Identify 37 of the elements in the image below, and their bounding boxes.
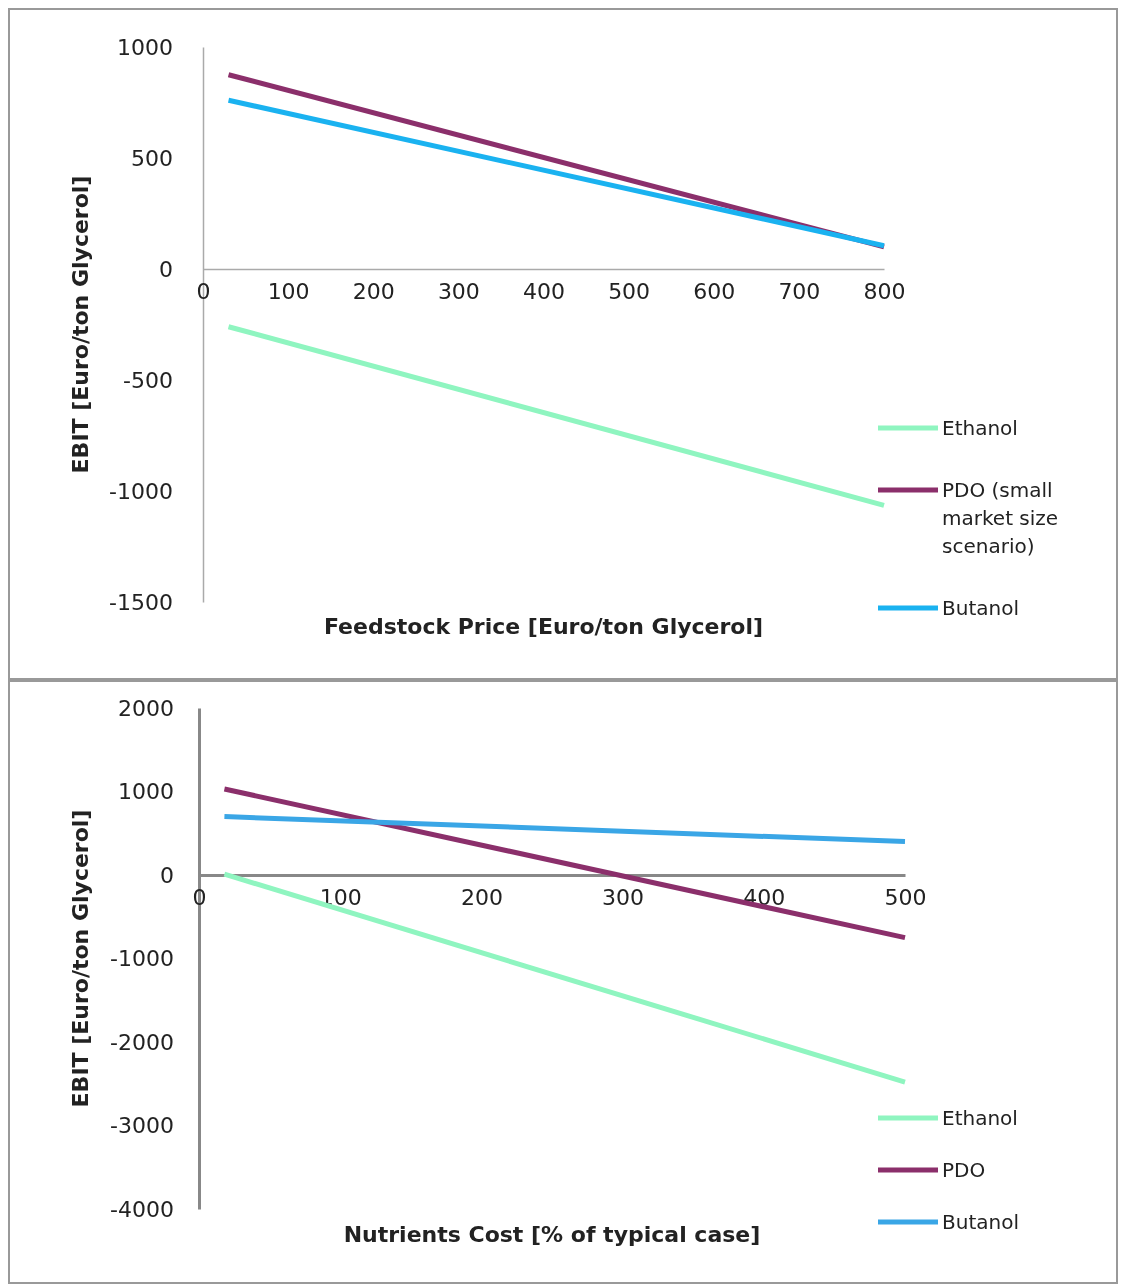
x-axis-title: Nutrients Cost [% of typical case]: [343, 1222, 761, 1247]
y-tick-label: -500: [123, 367, 173, 393]
x-tick-label: 300: [602, 884, 645, 910]
x-tick-label: 300: [437, 278, 480, 304]
y-tick-label: -4000: [110, 1196, 174, 1222]
legend-label: Butanol: [942, 1210, 1019, 1234]
legend-label: Ethanol: [942, 1106, 1018, 1130]
y-axis-title: EBIT [Euro/ton Glycerol]: [68, 175, 93, 474]
x-axis-title: Feedstock Price [Euro/ton Glycerol]: [323, 614, 764, 639]
y-tick-label: 1000: [118, 779, 174, 805]
x-tick-label: 200: [352, 278, 395, 304]
y-tick-label: 0: [159, 256, 173, 282]
y-tick-label: -3000: [110, 1113, 174, 1139]
y-tick-label: -1000: [110, 946, 174, 972]
x-tick-label: 500: [608, 278, 651, 304]
x-tick-label: 700: [778, 278, 821, 304]
x-tick-label: 400: [523, 278, 565, 304]
y-tick-label: -2000: [110, 1029, 174, 1055]
x-tick-label: 500: [884, 884, 927, 910]
x-tick-label: 800: [863, 278, 906, 304]
legend-label: PDO: [942, 1158, 986, 1182]
x-tick-label: 600: [693, 278, 736, 304]
legend-label: Butanol: [942, 596, 1019, 620]
x-tick-label: 100: [267, 278, 310, 304]
y-tick-label: -1500: [109, 589, 173, 615]
y-tick-label: -1000: [109, 478, 173, 504]
y-tick-label: 500: [131, 145, 173, 171]
y-axis-title: EBIT [Euro/ton Glycerol]: [68, 809, 93, 1108]
legend-label: Ethanol: [942, 416, 1018, 440]
x-tick-label: 200: [460, 884, 503, 910]
x-tick-label: 0: [192, 884, 207, 910]
y-tick-label: 1000: [117, 34, 173, 60]
y-tick-label: 2000: [118, 695, 174, 721]
legend-label: PDO (small market size scenario): [942, 478, 1059, 558]
x-tick-label: 0: [196, 278, 211, 304]
x-tick-label: 400: [743, 884, 786, 910]
y-tick-label: 0: [160, 862, 174, 888]
